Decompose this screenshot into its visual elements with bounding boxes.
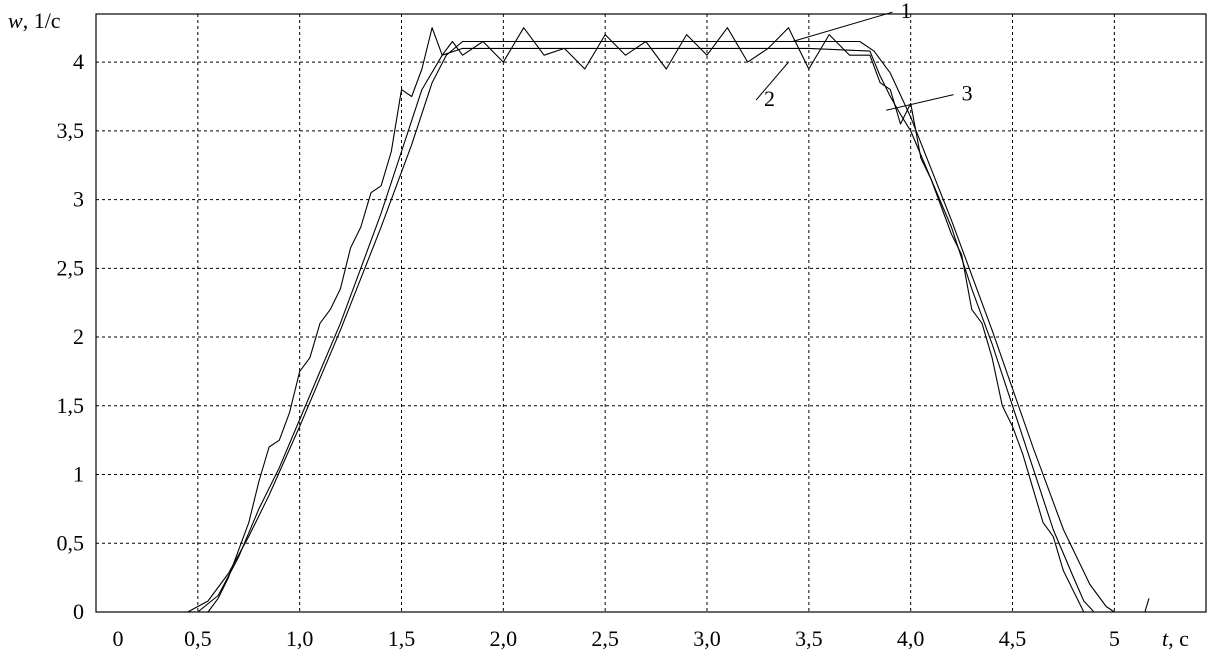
y-tick-label-7: 3,5	[57, 118, 85, 143]
y-tick-label-3: 1,5	[57, 393, 85, 418]
x-tick-label-9: 4,5	[999, 626, 1027, 651]
x-tick-labels: 0 0,5 1,0 1,5 2,0 2,5 3,0 3,5 4,0 4,5 5	[113, 626, 1120, 651]
x-tick-label-6: 3,0	[693, 626, 721, 651]
x-tick-label-10: 5	[1109, 626, 1120, 651]
y-tick-label-8: 4	[73, 49, 84, 74]
x-tick-label-8: 4,0	[897, 626, 925, 651]
y-tick-label-2: 1	[73, 462, 84, 487]
y-tick-label-0: 0	[73, 599, 84, 624]
y-tick-label-6: 3	[73, 187, 84, 212]
x-axis-unit: , c	[1168, 626, 1189, 651]
y-tick-label-5: 2,5	[57, 255, 85, 280]
y-axis-label: w, 1/c	[8, 8, 61, 33]
series-line-3	[197, 47, 1150, 613]
x-tick-label-3: 1,5	[388, 626, 416, 651]
plot-frame	[95, 13, 1207, 613]
curve-label-2: 2	[764, 86, 775, 111]
grid	[96, 14, 1206, 612]
x-tick-label-4: 2,0	[490, 626, 518, 651]
annotations: 1 2 3	[755, 0, 973, 111]
y-axis-unit: , 1/c	[23, 8, 61, 33]
y-axis-variable: w	[8, 8, 23, 33]
x-axis-variable: t	[1162, 626, 1169, 651]
x-tick-label-5: 2,5	[591, 626, 619, 651]
leader-line-1	[792, 11, 893, 42]
x-axis-label: t, c	[1162, 626, 1189, 651]
x-tick-label-2: 1,0	[286, 626, 314, 651]
x-tick-label-7: 3,5	[795, 626, 823, 651]
curve-label-1: 1	[900, 0, 911, 23]
y-tick-labels: 0 0,5 1 1,5 2 2,5 3 3,5 4	[57, 49, 85, 624]
x-tick-label-1: 0,5	[184, 626, 212, 651]
series-line-2	[207, 27, 1085, 613]
leader-line-2	[755, 61, 789, 101]
curve-label-3: 3	[962, 81, 973, 106]
series-line-1	[187, 40, 1115, 613]
y-tick-label-1: 0,5	[57, 530, 85, 555]
y-tick-label-4: 2	[73, 324, 84, 349]
leader-line-3	[886, 94, 954, 111]
series-group	[187, 27, 1150, 613]
x-tick-label-0: 0	[113, 626, 124, 651]
